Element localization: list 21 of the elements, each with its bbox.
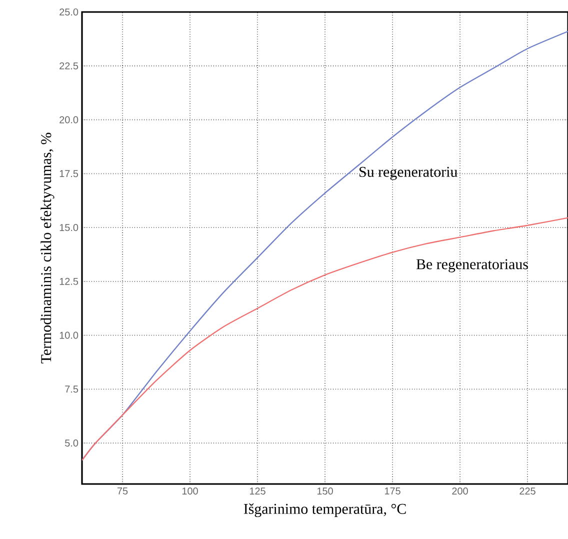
y-tick-label: 15.0: [60, 224, 78, 232]
x-tick-label: 125: [250, 488, 266, 495]
y-tick-label: 17.5: [60, 170, 78, 178]
series-label: Be regeneratoriaus: [416, 259, 528, 272]
x-axis-title: Išgarinimo temperatūra, °C: [244, 503, 406, 518]
x-tick-label: 200: [452, 488, 468, 495]
x-tick-label: 75: [117, 488, 128, 494]
x-tick-label: 150: [317, 488, 333, 495]
y-tick-label: 5.0: [65, 440, 78, 447]
x-tick-label: 225: [520, 488, 536, 495]
y-tick-label: 12.5: [60, 278, 78, 285]
y-axis-title: Termodinaminis ciklo efektyvumas, %: [40, 132, 54, 364]
x-tick-label: 100: [182, 488, 198, 495]
y-tick-label: 22.5: [60, 62, 78, 70]
y-tick-label: 10.0: [60, 332, 78, 339]
y-tick-label: 7.5: [65, 386, 78, 393]
y-tick-label: 20.0: [60, 116, 78, 124]
x-tick-label: 175: [384, 488, 400, 494]
series-label: Su regeneratoriu: [360, 166, 458, 180]
y-tick-label: 25.0: [60, 8, 78, 16]
line-series: [82, 217, 568, 461]
